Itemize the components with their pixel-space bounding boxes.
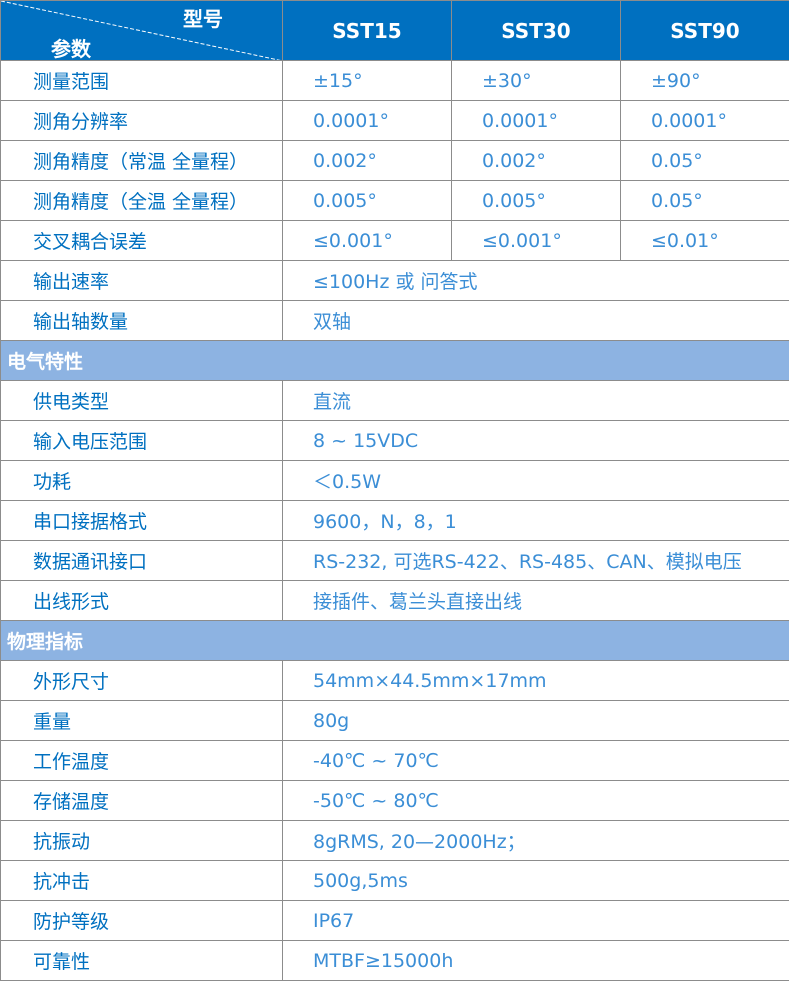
table-row: 交叉耦合误差 ≤0.001° ≤0.001° ≤0.01° (0, 220, 789, 261)
model-header: SST15 (282, 0, 452, 61)
param-value: ±15° (282, 60, 452, 101)
table-row: 供电类型 直流 (0, 380, 789, 421)
param-value: 0.002° (282, 140, 452, 181)
param-value: 接插件、葛兰头直接出线 (282, 580, 789, 621)
section-row: 物理指标 (0, 620, 789, 661)
param-label: 数据通讯接口 (0, 540, 283, 581)
param-label: 输出轴数量 (0, 300, 283, 341)
section-title: 电气特性 (0, 340, 789, 381)
param-value: 8 ~ 15VDC (282, 420, 789, 461)
param-value: 9600，N，8，1 (282, 500, 789, 541)
param-label: 测角精度（全温 全量程） (0, 180, 283, 221)
param-value: ＜0.5W (282, 460, 789, 501)
param-value: 54mm×44.5mm×17mm (282, 660, 789, 701)
param-value: 8gRMS, 20—2000Hz； (282, 820, 789, 861)
table-row: 测角分辨率 0.0001° 0.0001° 0.0001° (0, 100, 789, 141)
param-label: 功耗 (0, 460, 283, 501)
param-value: 0.0001° (282, 100, 452, 141)
param-value: 直流 (282, 380, 789, 421)
section-title: 物理指标 (0, 620, 789, 661)
section-row: 电气特性 (0, 340, 789, 381)
param-label: 工作温度 (0, 740, 283, 781)
param-label: 重量 (0, 700, 283, 741)
table-row: 出线形式 接插件、葛兰头直接出线 (0, 580, 789, 621)
header-row: 型号 参数 SST15 SST30 SST90 (0, 0, 789, 61)
corner-bottom-label: 参数 (51, 37, 91, 61)
table-row: 抗冲击 500g,5ms (0, 860, 789, 901)
corner-top-label: 型号 (183, 7, 223, 31)
table-row: 输出速率 ≤100Hz 或 问答式 (0, 260, 789, 301)
param-value: 80g (282, 700, 789, 741)
corner-header: 型号 参数 (0, 0, 283, 61)
param-label: 输出速率 (0, 260, 283, 301)
param-label: 测角分辨率 (0, 100, 283, 141)
param-label: 出线形式 (0, 580, 283, 621)
param-value: ±30° (451, 60, 621, 101)
table-row: 串口接据格式 9600，N，8，1 (0, 500, 789, 541)
table-row: 可靠性 MTBF≥15000h (0, 940, 789, 981)
param-value: IP67 (282, 900, 789, 941)
param-value: 0.005° (451, 180, 621, 221)
table-row: 抗振动 8gRMS, 20—2000Hz； (0, 820, 789, 861)
param-value: 0.0001° (451, 100, 621, 141)
param-value: ≤0.01° (620, 220, 789, 261)
param-value: -40℃ ~ 70℃ (282, 740, 789, 781)
param-label: 串口接据格式 (0, 500, 283, 541)
param-value: RS-232, 可选RS-422、RS-485、CAN、模拟电压 (282, 540, 789, 581)
param-value: 0.002° (451, 140, 621, 181)
param-value: 0.05° (620, 180, 789, 221)
param-label: 输入电压范围 (0, 420, 283, 461)
param-label: 测角精度（常温 全量程） (0, 140, 283, 181)
table-row: 外形尺寸 54mm×44.5mm×17mm (0, 660, 789, 701)
param-label: 交叉耦合误差 (0, 220, 283, 261)
param-label: 抗振动 (0, 820, 283, 861)
param-value: 0.0001° (620, 100, 789, 141)
table-row: 重量 80g (0, 700, 789, 741)
param-value: 双轴 (282, 300, 789, 341)
param-label: 可靠性 (0, 940, 283, 981)
table-row: 防护等级 IP67 (0, 900, 789, 941)
param-value: ≤0.001° (282, 220, 452, 261)
param-label: 抗冲击 (0, 860, 283, 901)
param-label: 防护等级 (0, 900, 283, 941)
model-header: SST90 (620, 0, 789, 61)
table-row: 输出轴数量 双轴 (0, 300, 789, 341)
param-value: 500g,5ms (282, 860, 789, 901)
table-row: 测角精度（常温 全量程） 0.002° 0.002° 0.05° (0, 140, 789, 181)
param-value: -50℃ ~ 80℃ (282, 780, 789, 821)
table-row: 工作温度 -40℃ ~ 70℃ (0, 740, 789, 781)
param-value: ≤0.001° (451, 220, 621, 261)
param-label: 存储温度 (0, 780, 283, 821)
table-row: 存储温度 -50℃ ~ 80℃ (0, 780, 789, 821)
param-value: MTBF≥15000h (282, 940, 789, 981)
table-row: 测量范围 ±15° ±30° ±90° (0, 60, 789, 101)
param-value: ≤100Hz 或 问答式 (282, 260, 789, 301)
param-value: 0.005° (282, 180, 452, 221)
model-header: SST30 (451, 0, 621, 61)
table-row: 测角精度（全温 全量程） 0.005° 0.005° 0.05° (0, 180, 789, 221)
param-label: 外形尺寸 (0, 660, 283, 701)
param-value: 0.05° (620, 140, 789, 181)
param-label: 供电类型 (0, 380, 283, 421)
diagonal-line (1, 1, 279, 60)
table-row: 功耗 ＜0.5W (0, 460, 789, 501)
param-value: ±90° (620, 60, 789, 101)
table-row: 输入电压范围 8 ~ 15VDC (0, 420, 789, 461)
table-row: 数据通讯接口 RS-232, 可选RS-422、RS-485、CAN、模拟电压 (0, 540, 789, 581)
param-label: 测量范围 (0, 60, 283, 101)
